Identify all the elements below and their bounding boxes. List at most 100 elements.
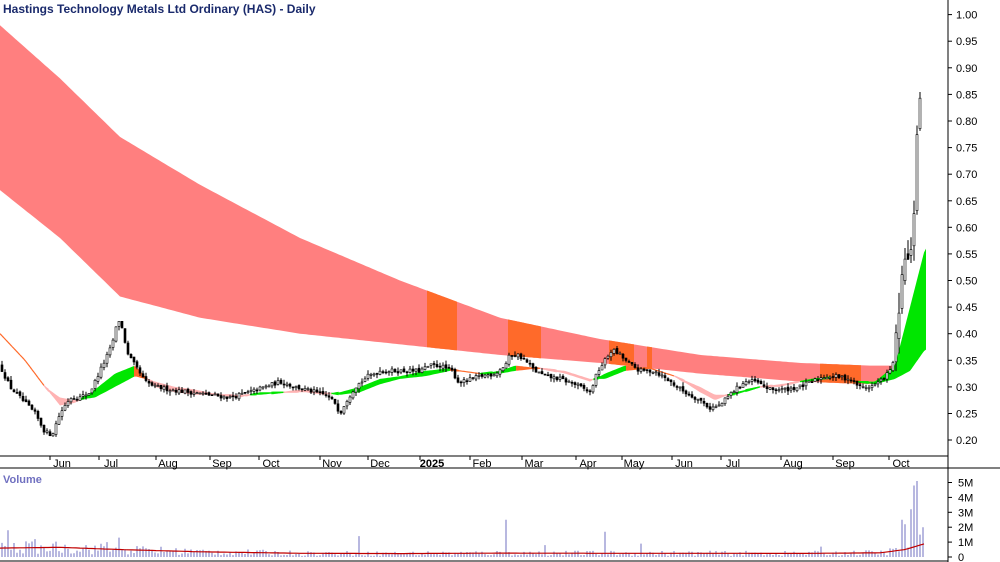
candle-body bbox=[192, 392, 196, 395]
candle-body bbox=[159, 384, 163, 390]
candle-body bbox=[312, 389, 316, 393]
candle-body bbox=[702, 400, 706, 404]
candle-body bbox=[66, 401, 70, 406]
short-band-segment bbox=[564, 370, 566, 374]
volume-tick-label: 1M bbox=[958, 537, 973, 549]
candle-body bbox=[858, 384, 862, 387]
candle-body bbox=[396, 371, 400, 374]
short-band-segment bbox=[52, 391, 54, 398]
short-band-segment bbox=[340, 391, 342, 395]
candle-body bbox=[576, 383, 580, 386]
candle-body bbox=[75, 398, 79, 401]
short-band-segment bbox=[3, 337, 7, 341]
short-band-segment bbox=[402, 375, 404, 379]
candle-body bbox=[516, 353, 520, 358]
candle-body bbox=[483, 374, 487, 378]
candle-body bbox=[759, 380, 763, 384]
candle-body bbox=[639, 368, 643, 372]
candle-body bbox=[861, 385, 865, 388]
short-band-segment bbox=[651, 368, 655, 371]
short-band-segment bbox=[0, 333, 3, 337]
price-tick-label: 0.55 bbox=[956, 249, 977, 261]
candle-body bbox=[687, 393, 691, 396]
short-band-segment bbox=[33, 371, 37, 376]
short-band-segment bbox=[553, 369, 557, 373]
candle-body bbox=[405, 371, 409, 374]
candle-body bbox=[609, 352, 613, 357]
short-band-segment bbox=[738, 391, 740, 394]
candle-body bbox=[366, 373, 370, 379]
short-band-segment bbox=[430, 370, 432, 376]
volume-tick-label: 5M bbox=[958, 478, 973, 490]
short-band-segment bbox=[684, 380, 686, 384]
candle-body bbox=[123, 328, 127, 343]
candle-body bbox=[111, 339, 115, 348]
short-band-segment bbox=[702, 387, 704, 395]
candle-body bbox=[177, 389, 181, 394]
short-band-segment bbox=[614, 369, 616, 376]
candle-body bbox=[60, 410, 64, 417]
candle-body bbox=[840, 375, 844, 378]
candle-body bbox=[501, 367, 505, 371]
candle-body bbox=[108, 347, 112, 356]
month-label: 2025 bbox=[420, 458, 444, 470]
short-band-segment bbox=[588, 378, 590, 382]
candle-body bbox=[210, 394, 214, 397]
candle-body bbox=[834, 374, 838, 378]
candle-body bbox=[555, 376, 559, 381]
candle-body bbox=[645, 369, 649, 371]
candle-body bbox=[387, 371, 391, 374]
short-band-segment bbox=[362, 385, 364, 392]
short-band-segment bbox=[335, 391, 339, 396]
month-labels: Jun Jul Aug Sep Oct Nov Dec 2025 Feb Mar Apr May Jun… bbox=[49, 456, 910, 470]
short-band-segment bbox=[720, 394, 722, 399]
candle-body bbox=[3, 372, 7, 379]
short-band-segment bbox=[576, 374, 578, 378]
candle-body bbox=[750, 379, 754, 382]
short-band-segment bbox=[610, 370, 612, 377]
candle-body bbox=[408, 368, 412, 373]
price-tick-label: 0.20 bbox=[956, 435, 977, 447]
candle-body bbox=[345, 401, 349, 407]
candle-body bbox=[723, 397, 727, 404]
candle-body bbox=[399, 369, 403, 373]
short-band-segment bbox=[692, 383, 694, 389]
short-band-segment bbox=[370, 382, 372, 389]
candle-body bbox=[279, 379, 283, 384]
candle-body bbox=[726, 395, 730, 399]
candle-body bbox=[369, 373, 373, 376]
short-band-segment bbox=[508, 367, 510, 373]
candle-body bbox=[27, 400, 31, 406]
short-band-segment bbox=[669, 374, 673, 376]
candle-body bbox=[402, 368, 406, 373]
candle-body bbox=[651, 371, 655, 374]
candle-body bbox=[546, 374, 550, 377]
candle-body bbox=[681, 386, 685, 392]
candle-body bbox=[510, 355, 514, 357]
candle-body bbox=[813, 378, 817, 382]
candle-body bbox=[918, 97, 922, 129]
candle-body bbox=[603, 358, 607, 366]
candle-body bbox=[171, 389, 175, 392]
volume-tick-label: 3M bbox=[958, 507, 973, 519]
candle-body bbox=[54, 423, 58, 435]
candle-body bbox=[141, 373, 145, 378]
candle-body bbox=[915, 134, 919, 211]
short-band-segment bbox=[41, 382, 45, 386]
candle-body bbox=[642, 368, 646, 371]
candle-body bbox=[711, 406, 715, 410]
chart-title: Hastings Technology Metals Ltd Ordinary … bbox=[3, 2, 316, 16]
short-band-segment bbox=[396, 376, 398, 380]
candle-body bbox=[357, 383, 361, 389]
month-label: Nov bbox=[322, 458, 342, 470]
short-band-segment bbox=[7, 341, 11, 345]
short-band-segment bbox=[630, 366, 632, 371]
short-band-segment bbox=[784, 383, 786, 386]
short-band-segment bbox=[266, 392, 268, 395]
candle-body bbox=[795, 387, 799, 391]
short-band-segment bbox=[516, 365, 518, 371]
candle-body bbox=[222, 395, 226, 399]
short-band-segment bbox=[530, 367, 532, 370]
candle-body bbox=[351, 391, 355, 399]
short-band-segment bbox=[918, 268, 920, 360]
